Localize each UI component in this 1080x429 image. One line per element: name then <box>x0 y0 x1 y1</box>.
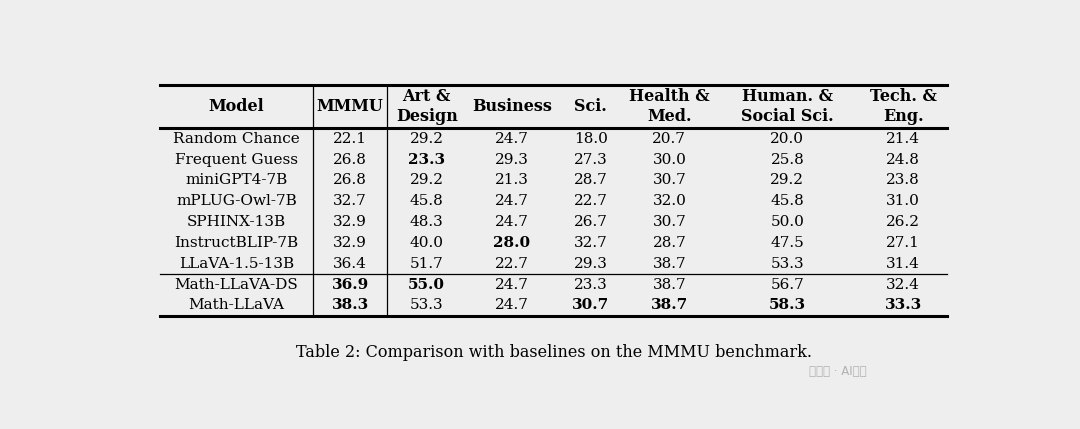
Text: 32.9: 32.9 <box>334 215 367 229</box>
Text: Table 2: Comparison with baselines on the MMMU benchmark.: Table 2: Comparison with baselines on th… <box>296 344 811 361</box>
Text: 24.7: 24.7 <box>495 194 529 208</box>
Text: 33.3: 33.3 <box>885 298 922 312</box>
Text: 55.0: 55.0 <box>408 278 445 292</box>
Text: 30.7: 30.7 <box>652 215 686 229</box>
Text: 27.1: 27.1 <box>887 236 920 250</box>
Text: 48.3: 48.3 <box>410 215 444 229</box>
Text: 24.7: 24.7 <box>495 298 529 312</box>
Text: 38.3: 38.3 <box>332 298 369 312</box>
Text: 29.2: 29.2 <box>770 173 805 187</box>
Text: 29.3: 29.3 <box>573 257 608 271</box>
Text: 29.3: 29.3 <box>495 153 529 166</box>
Text: 22.1: 22.1 <box>334 132 367 146</box>
Text: 51.7: 51.7 <box>410 257 444 271</box>
Text: 28.7: 28.7 <box>652 236 686 250</box>
Text: 38.7: 38.7 <box>652 257 686 271</box>
Text: 32.0: 32.0 <box>652 194 686 208</box>
Text: 28.0: 28.0 <box>494 236 530 250</box>
Text: 50.0: 50.0 <box>770 215 805 229</box>
Text: 53.3: 53.3 <box>770 257 805 271</box>
Text: InstructBLIP-7B: InstructBLIP-7B <box>175 236 299 250</box>
Text: 32.7: 32.7 <box>573 236 608 250</box>
Text: Model: Model <box>208 98 265 115</box>
Text: Health &
Med.: Health & Med. <box>629 88 710 125</box>
Text: 26.7: 26.7 <box>573 215 608 229</box>
Text: 38.7: 38.7 <box>652 278 686 292</box>
Text: 45.8: 45.8 <box>410 194 444 208</box>
Text: 58.3: 58.3 <box>769 298 806 312</box>
Text: Frequent Guess: Frequent Guess <box>175 153 298 166</box>
Text: Sci.: Sci. <box>575 98 607 115</box>
Text: 24.7: 24.7 <box>495 132 529 146</box>
Text: 18.0: 18.0 <box>573 132 608 146</box>
Text: 20.7: 20.7 <box>652 132 686 146</box>
Text: 20.0: 20.0 <box>770 132 805 146</box>
Text: 24.7: 24.7 <box>495 215 529 229</box>
Text: 45.8: 45.8 <box>770 194 805 208</box>
Text: 26.8: 26.8 <box>334 173 367 187</box>
Text: 31.4: 31.4 <box>887 257 920 271</box>
Text: 38.7: 38.7 <box>651 298 688 312</box>
Text: 24.8: 24.8 <box>887 153 920 166</box>
Text: 40.0: 40.0 <box>409 236 444 250</box>
Text: Business: Business <box>472 98 552 115</box>
Text: 32.7: 32.7 <box>334 194 367 208</box>
Text: 32.9: 32.9 <box>334 236 367 250</box>
Text: Math-LLaVA: Math-LLaVA <box>189 298 285 312</box>
Text: 25.8: 25.8 <box>770 153 805 166</box>
Text: 21.3: 21.3 <box>495 173 529 187</box>
Text: 31.0: 31.0 <box>887 194 920 208</box>
Text: 53.3: 53.3 <box>410 298 444 312</box>
Text: 32.4: 32.4 <box>887 278 920 292</box>
Text: Random Chance: Random Chance <box>173 132 300 146</box>
Text: 23.3: 23.3 <box>573 278 608 292</box>
Text: mPLUG-Owl-7B: mPLUG-Owl-7B <box>176 194 297 208</box>
Text: 36.4: 36.4 <box>334 257 367 271</box>
Text: 公众号 · AI帝国: 公众号 · AI帝国 <box>809 366 867 378</box>
Text: 30.7: 30.7 <box>652 173 686 187</box>
Text: 27.3: 27.3 <box>573 153 608 166</box>
Text: 24.7: 24.7 <box>495 278 529 292</box>
Text: 30.0: 30.0 <box>652 153 686 166</box>
Text: 23.8: 23.8 <box>887 173 920 187</box>
Text: Tech. &
Eng.: Tech. & Eng. <box>869 88 936 125</box>
Text: LLaVA-1.5-13B: LLaVA-1.5-13B <box>179 257 294 271</box>
Text: 28.7: 28.7 <box>573 173 608 187</box>
Text: 26.8: 26.8 <box>334 153 367 166</box>
Text: 29.2: 29.2 <box>409 173 444 187</box>
Text: 22.7: 22.7 <box>495 257 529 271</box>
Text: 56.7: 56.7 <box>770 278 805 292</box>
Text: MMMU: MMMU <box>316 98 383 115</box>
Text: Math-LLaVA-DS: Math-LLaVA-DS <box>175 278 298 292</box>
Text: 30.7: 30.7 <box>572 298 609 312</box>
Text: 36.9: 36.9 <box>332 278 369 292</box>
Text: SPHINX-13B: SPHINX-13B <box>187 215 286 229</box>
Text: 23.3: 23.3 <box>408 153 445 166</box>
Text: Human. &
Social Sci.: Human. & Social Sci. <box>741 88 834 125</box>
Text: Art &
Design: Art & Design <box>395 88 458 125</box>
Text: 26.2: 26.2 <box>887 215 920 229</box>
Text: 21.4: 21.4 <box>887 132 920 146</box>
Text: 29.2: 29.2 <box>409 132 444 146</box>
Text: miniGPT4-7B: miniGPT4-7B <box>186 173 287 187</box>
Text: 47.5: 47.5 <box>770 236 805 250</box>
Text: 22.7: 22.7 <box>573 194 608 208</box>
